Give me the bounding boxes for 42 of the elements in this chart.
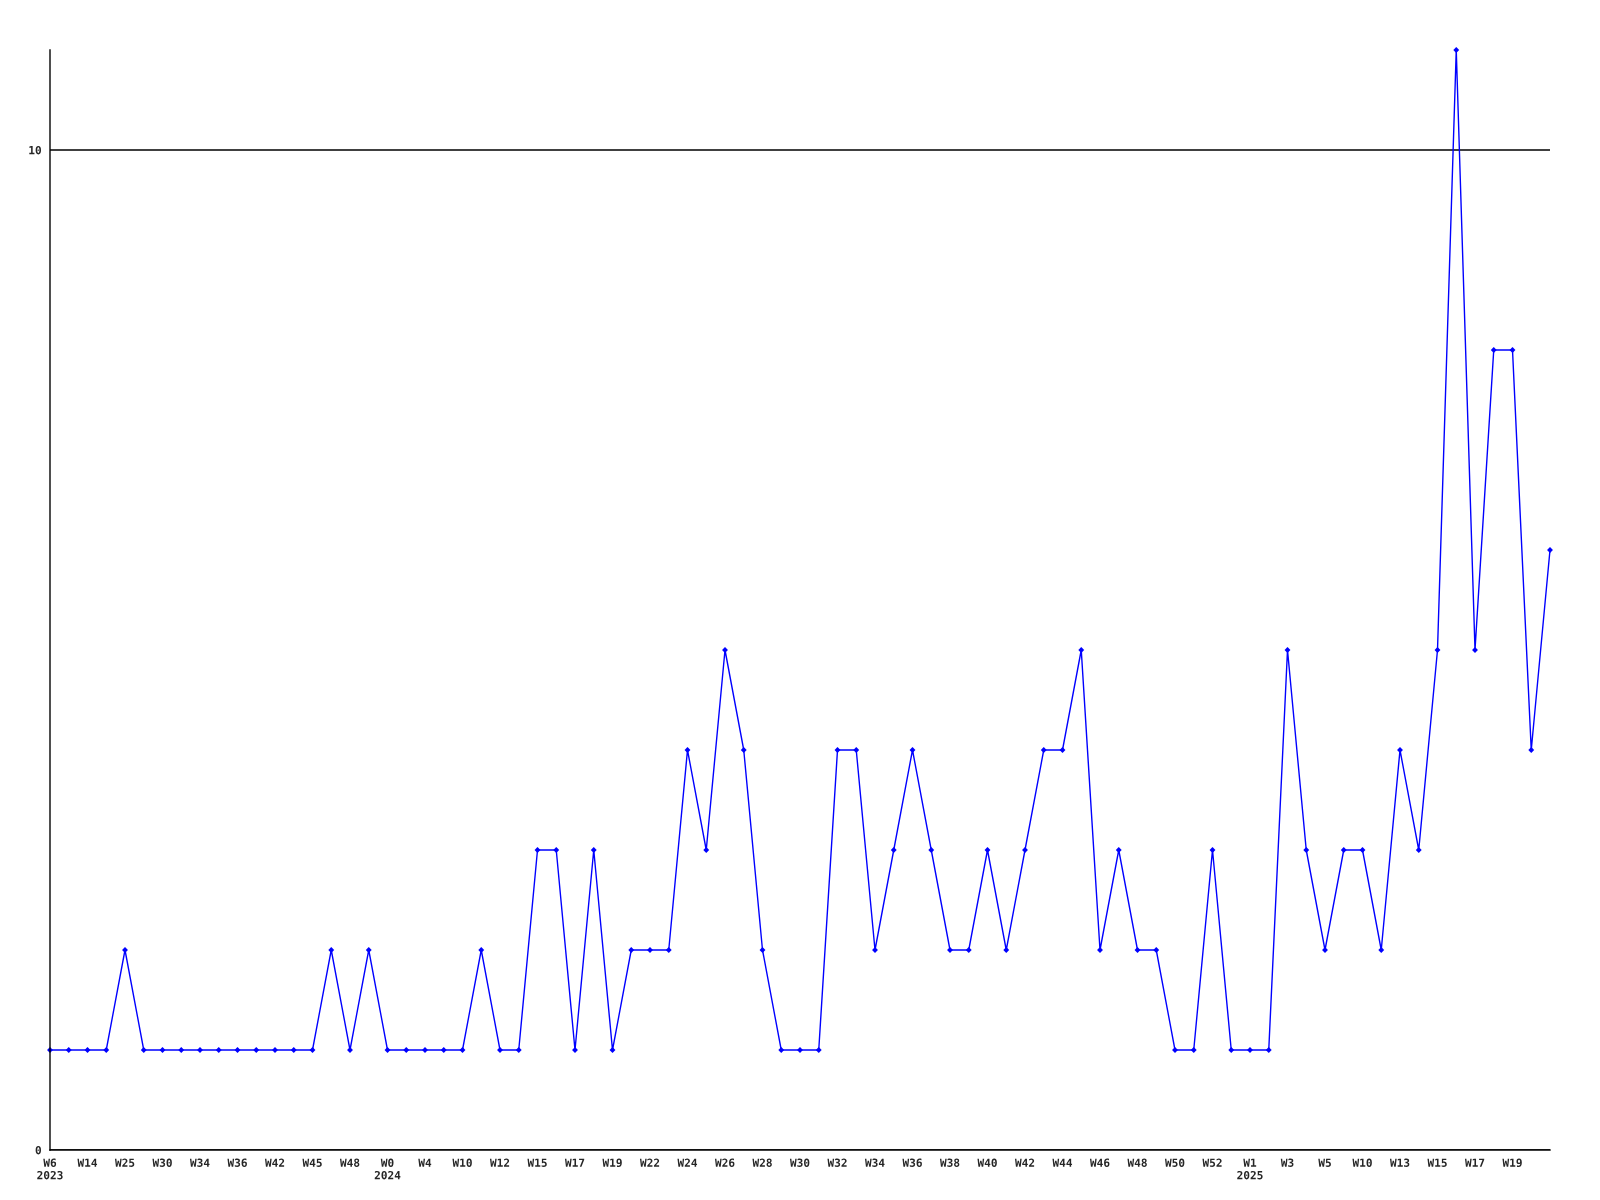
x-tick-label: W50	[1164, 1158, 1185, 1167]
x-tick-label: W48	[1127, 1158, 1147, 1167]
x-tick-label: W15	[527, 1158, 547, 1167]
x-tick-label: W34	[189, 1158, 210, 1167]
x-tick-label: W32	[827, 1158, 847, 1167]
x-tick-label: W10	[1352, 1158, 1372, 1167]
x-tick-label: W36	[902, 1158, 922, 1167]
x-tick-label: W3	[1280, 1158, 1294, 1167]
x-tick-label: W46	[1089, 1158, 1110, 1167]
x-tick-label: W15	[1427, 1158, 1447, 1167]
x-tick-label: W22	[639, 1158, 660, 1167]
x-tick-label: W30	[152, 1158, 172, 1167]
x-tick-label: W26	[714, 1158, 735, 1167]
x-tick-label: W34	[864, 1158, 885, 1167]
x-tick-label: W52	[1202, 1158, 1222, 1167]
x-tick-label: W5	[1318, 1158, 1331, 1167]
x-tick-label: W44	[1052, 1158, 1073, 1167]
x-tick-label: W12	[489, 1158, 510, 1167]
x-tick-label: W25	[114, 1158, 135, 1167]
x-tick-label: W42	[264, 1158, 285, 1167]
x-tick-label: W17	[1464, 1158, 1485, 1167]
x-tick-label: W17	[564, 1158, 585, 1167]
x-tick-label: W10	[452, 1158, 472, 1167]
x-tick-label: W40	[977, 1158, 997, 1167]
x-tick-label: W19	[602, 1158, 622, 1167]
x-tick-label: W36	[227, 1158, 247, 1167]
x-tick-label: W19	[1502, 1158, 1522, 1167]
y-tick-label: 0	[35, 1145, 41, 1155]
x-tick-label: W42	[1014, 1158, 1035, 1167]
x-tick-label: W14	[77, 1158, 98, 1167]
x-tick-label: W48	[339, 1158, 360, 1167]
x-tick-label: W38	[939, 1158, 960, 1167]
x-tick-label: W30	[789, 1158, 810, 1167]
x-tick-label: W24	[677, 1158, 698, 1167]
x-tick-label: W1 2025	[1237, 1158, 1263, 1180]
x-tick-label: W4	[418, 1158, 432, 1167]
y-tick-label: 10	[29, 145, 41, 155]
x-tick-label: W45	[302, 1158, 322, 1167]
x-tick-label: W28	[752, 1158, 772, 1167]
x-tick-label: W6 2023	[37, 1158, 63, 1180]
x-tick-label: W13	[1389, 1158, 1410, 1167]
x-tick-label: W0 2024	[374, 1158, 401, 1180]
